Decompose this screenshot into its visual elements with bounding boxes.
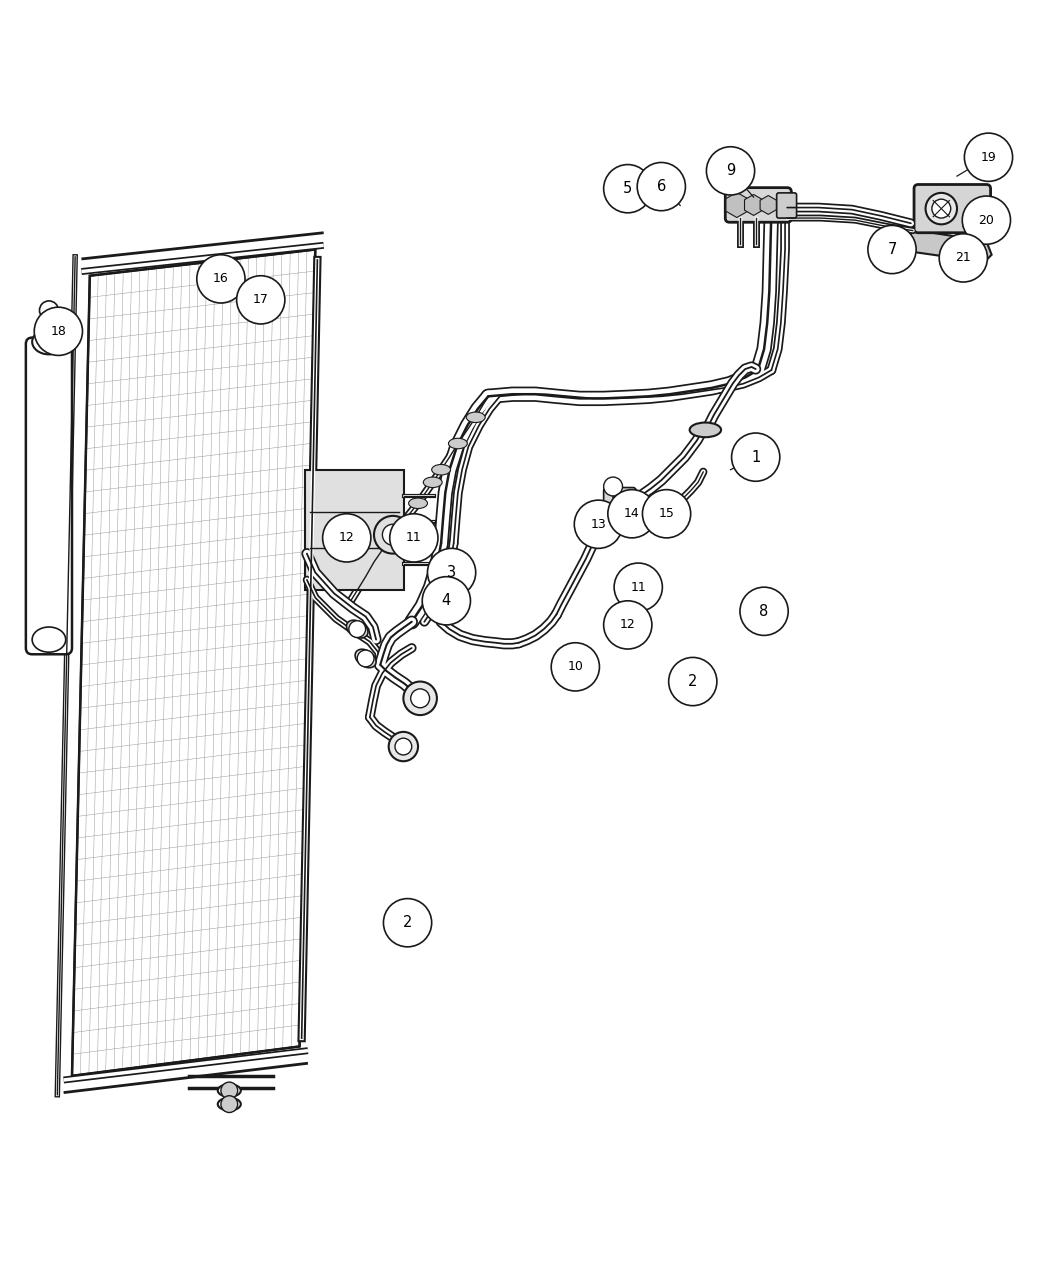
FancyBboxPatch shape bbox=[604, 487, 636, 515]
Text: 2: 2 bbox=[688, 674, 697, 688]
Ellipse shape bbox=[631, 510, 650, 523]
Circle shape bbox=[236, 275, 285, 324]
Circle shape bbox=[740, 588, 789, 635]
FancyBboxPatch shape bbox=[915, 185, 990, 233]
Circle shape bbox=[637, 162, 686, 210]
Text: 10: 10 bbox=[567, 660, 583, 673]
Ellipse shape bbox=[466, 412, 485, 422]
Polygon shape bbox=[72, 250, 315, 1076]
Text: 4: 4 bbox=[442, 593, 452, 608]
Circle shape bbox=[390, 514, 438, 562]
Circle shape bbox=[322, 514, 371, 562]
Circle shape bbox=[604, 601, 652, 649]
Circle shape bbox=[939, 233, 987, 282]
Ellipse shape bbox=[346, 620, 367, 638]
Text: 7: 7 bbox=[887, 242, 897, 258]
Circle shape bbox=[931, 199, 950, 218]
Polygon shape bbox=[760, 195, 776, 214]
FancyBboxPatch shape bbox=[304, 469, 404, 590]
Text: 20: 20 bbox=[979, 214, 994, 227]
Text: 12: 12 bbox=[339, 532, 355, 544]
Ellipse shape bbox=[33, 329, 66, 354]
Text: 19: 19 bbox=[981, 150, 996, 163]
Circle shape bbox=[35, 307, 83, 356]
Text: 17: 17 bbox=[253, 293, 269, 306]
Circle shape bbox=[357, 650, 374, 667]
Text: 15: 15 bbox=[658, 507, 674, 520]
Polygon shape bbox=[726, 193, 748, 218]
Ellipse shape bbox=[33, 627, 66, 653]
Text: 14: 14 bbox=[624, 507, 639, 520]
Circle shape bbox=[349, 621, 365, 638]
Text: 1: 1 bbox=[751, 450, 760, 464]
Polygon shape bbox=[744, 195, 762, 215]
Circle shape bbox=[220, 1095, 237, 1113]
Circle shape bbox=[964, 133, 1012, 181]
Circle shape bbox=[608, 490, 656, 538]
Circle shape bbox=[604, 164, 652, 213]
Text: 13: 13 bbox=[590, 518, 606, 530]
Text: 12: 12 bbox=[620, 618, 635, 631]
Text: 21: 21 bbox=[956, 251, 971, 264]
Circle shape bbox=[220, 1082, 237, 1099]
Text: 8: 8 bbox=[759, 604, 769, 618]
Circle shape bbox=[196, 255, 245, 303]
Ellipse shape bbox=[423, 477, 442, 487]
Text: 3: 3 bbox=[447, 565, 456, 580]
Text: 11: 11 bbox=[406, 532, 422, 544]
Circle shape bbox=[383, 899, 432, 947]
Text: 6: 6 bbox=[656, 179, 666, 194]
Circle shape bbox=[669, 658, 717, 705]
Text: 16: 16 bbox=[213, 273, 229, 286]
Ellipse shape bbox=[605, 510, 630, 529]
Ellipse shape bbox=[217, 1098, 240, 1111]
Text: 5: 5 bbox=[623, 181, 632, 196]
Circle shape bbox=[604, 477, 623, 496]
Circle shape bbox=[732, 434, 780, 481]
Circle shape bbox=[395, 738, 412, 755]
Circle shape bbox=[374, 516, 412, 553]
Circle shape bbox=[411, 688, 429, 708]
Ellipse shape bbox=[432, 464, 450, 476]
Circle shape bbox=[422, 576, 470, 625]
Text: 18: 18 bbox=[50, 325, 66, 338]
Polygon shape bbox=[911, 231, 991, 263]
Circle shape bbox=[427, 548, 476, 597]
Circle shape bbox=[643, 490, 691, 538]
Circle shape bbox=[388, 732, 418, 761]
Circle shape bbox=[707, 147, 755, 195]
Circle shape bbox=[382, 524, 403, 546]
Circle shape bbox=[403, 682, 437, 715]
Circle shape bbox=[925, 193, 957, 224]
Circle shape bbox=[614, 564, 663, 611]
FancyBboxPatch shape bbox=[777, 193, 797, 218]
Text: 11: 11 bbox=[630, 580, 646, 594]
Ellipse shape bbox=[355, 649, 376, 668]
Circle shape bbox=[574, 500, 623, 548]
Text: 9: 9 bbox=[726, 163, 735, 179]
Ellipse shape bbox=[448, 439, 467, 449]
Ellipse shape bbox=[408, 499, 427, 509]
FancyBboxPatch shape bbox=[26, 338, 72, 654]
FancyBboxPatch shape bbox=[726, 187, 792, 222]
Circle shape bbox=[962, 196, 1010, 245]
Circle shape bbox=[868, 226, 917, 274]
Ellipse shape bbox=[657, 507, 676, 520]
Circle shape bbox=[551, 643, 600, 691]
Circle shape bbox=[40, 301, 59, 320]
Text: 2: 2 bbox=[403, 915, 413, 931]
Ellipse shape bbox=[690, 422, 721, 437]
Ellipse shape bbox=[217, 1084, 240, 1096]
Circle shape bbox=[613, 495, 626, 507]
